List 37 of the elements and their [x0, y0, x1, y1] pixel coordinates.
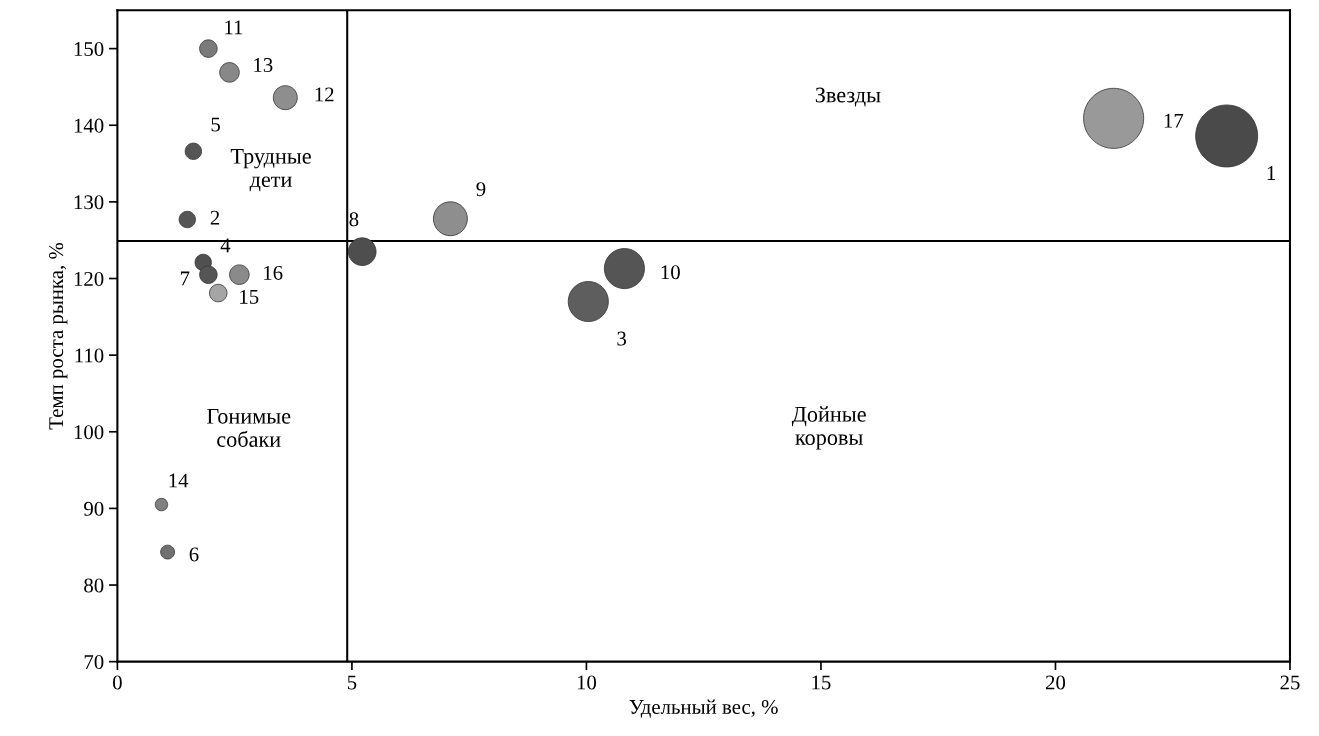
y-tick-label: 140: [74, 118, 104, 133]
annotation: 11: [225, 20, 243, 35]
x-tick-label: 25: [1280, 675, 1300, 690]
y-tick-label: 70: [84, 655, 104, 670]
annotation: Гонимые собаки: [207, 408, 291, 447]
annotation: 16: [264, 265, 283, 280]
y-tick-label: 130: [74, 195, 104, 210]
x-tick-label: 0: [112, 675, 122, 690]
annotation: 5: [211, 117, 220, 132]
annotation: 6: [189, 547, 199, 562]
x-tick-label: 10: [577, 675, 597, 690]
annotation: 10: [661, 265, 680, 280]
annotation: 1: [1267, 166, 1276, 180]
y-tick-label: 110: [75, 348, 104, 363]
annotation: Звезды: [815, 87, 881, 107]
x-axis-title: Удельный вес, %: [629, 699, 778, 718]
annotation: 13: [254, 58, 273, 73]
y-axis-title: Темп роста рынка, %: [49, 242, 68, 430]
annotation: 2: [210, 210, 220, 225]
annotation: 12: [315, 87, 334, 102]
annotation: 7: [180, 271, 190, 286]
annotation: 3: [617, 331, 627, 346]
annotation: 14: [169, 473, 189, 488]
y-tick-label: 150: [74, 41, 104, 57]
annotation: Трудные дети: [230, 149, 311, 192]
x-tick-label: 20: [1045, 675, 1066, 690]
annotation: 15: [240, 289, 259, 304]
y-tick-label: 120: [74, 271, 104, 286]
y-tick-label: 100: [74, 425, 104, 440]
x-tick-label: 15: [812, 675, 831, 690]
y-tick-label: 90: [84, 501, 104, 516]
annotation: 9: [476, 182, 486, 197]
y-tick-label: 80: [84, 578, 104, 593]
x-tick-label: 5: [347, 675, 357, 690]
annotation: 17: [1164, 113, 1184, 128]
annotation: 8: [349, 212, 359, 227]
annotation: Дойные коровы: [791, 406, 866, 450]
